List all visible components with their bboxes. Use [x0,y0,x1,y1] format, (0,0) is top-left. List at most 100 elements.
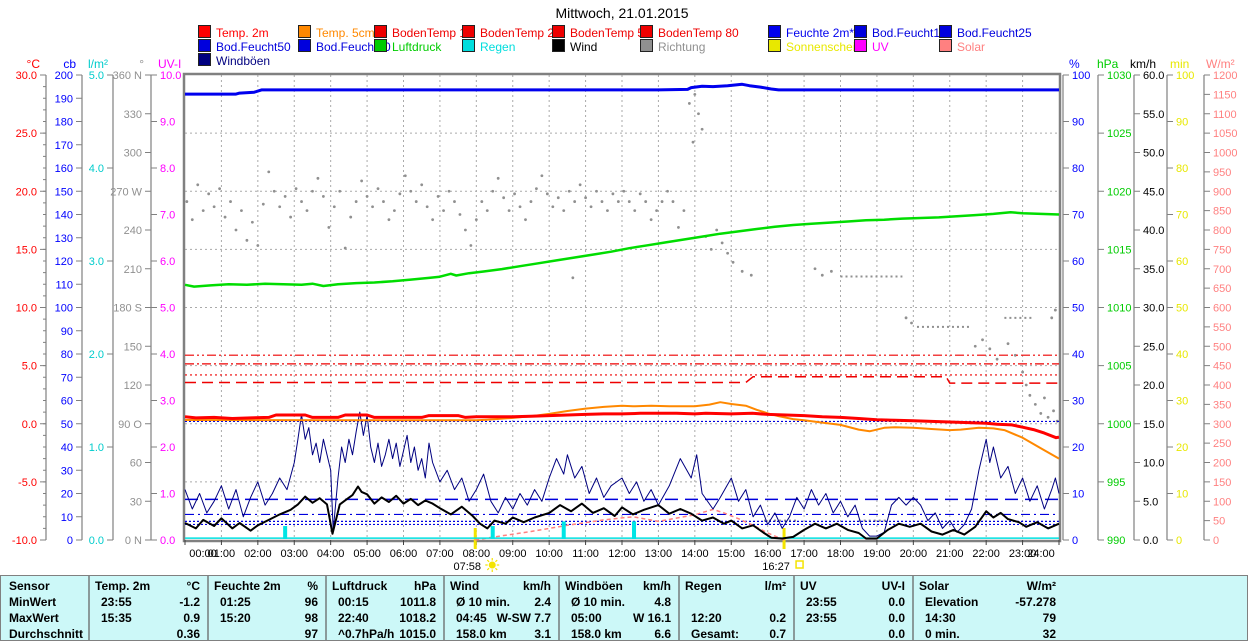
legend-label: Bod.Feucht50 [216,40,291,54]
table-value-time: 158.0 km [456,627,507,641]
table-value-time: 00:15 [338,595,369,609]
x-axis-label: 02:00 [244,548,272,560]
legend-label: Sonnenschein [786,40,863,54]
axis-tick-label-W/m²: 650 [1213,283,1231,295]
axis-tick-label-°: 330 [124,109,142,121]
axis-tick-label-UV-I: 1.0 [160,489,175,501]
table-value: 0.0 [888,611,905,625]
axis-tick-label-W/m²: 300 [1213,419,1231,431]
axis-tick-label-cb: 50 [61,419,73,431]
table-value: 0.2 [769,611,786,625]
legend-label: Temp. 5cm* [316,26,380,40]
legend-item-windb-en: Windböen [198,53,270,68]
series-temp-2m [184,411,1060,440]
series-luftdruck [184,210,1060,288]
axis-tick-label-km/h: 45.0 [1143,186,1164,198]
table-value: 4.8 [654,595,671,609]
axis-tick-label-°C: -10.0 [12,535,37,547]
axis-tick-label-min: 0 [1176,535,1182,547]
legend-item-bodentemp-80: BodenTemp 80 [640,25,739,40]
axis-tick-label-cb: 170 [55,140,73,152]
legend-label: Luftdruck [392,40,442,54]
table-col-header: Windböen [565,579,623,593]
axis-tick-label-cb: 90 [61,326,73,338]
series-windb-en [184,411,1060,537]
axis-tick-label-%: 50 [1072,303,1084,315]
table-value-time: 12:20 [691,611,722,625]
axis-tick-label-cb: 70 [61,372,73,384]
chart-plot: -10.0-5.00.05.010.015.020.025.030.0°C010… [12,57,1238,573]
legend-swatch [198,39,211,52]
axis-tick-label-W/m²: 1050 [1213,128,1237,140]
x-axis-label: 00:00 [189,548,217,560]
table-col-unit: UV-I [881,579,905,593]
axis-tick-label-W/m²: 700 [1213,264,1231,276]
legend-swatch [768,25,781,38]
axis-tick-label-hPa: 1000 [1107,419,1131,431]
table-separator [793,576,795,640]
table-value-time: 15:20 [220,611,251,625]
axis-tick-label-km/h: 20.0 [1143,380,1164,392]
table-col-unit: W/m² [1026,579,1056,593]
axis-header-°C: °C [27,57,41,71]
legend-label: Feuchte 2m* [786,26,855,40]
axis-tick-label-°: 30 [130,496,142,508]
legend-item-wind: Wind [552,39,597,54]
axis-tick-label-cb: 30 [61,465,73,477]
table-value-time: 05:00 [571,611,602,625]
legend-label: Regen [480,40,516,54]
series-feuchte-2m [185,82,1059,96]
x-axis-label: 12:00 [608,548,636,560]
axis-tick-label-min: 60 [1176,256,1188,268]
table-value: 0.36 [176,627,200,641]
table-value-time: 0 min. [925,627,960,641]
axis-tick-label-cb: 60 [61,396,73,408]
series-regen [283,521,637,539]
table-value-time: Gesamt: [691,627,740,641]
axis-tick-label-cb: 140 [55,210,73,222]
x-axis-label: 20:00 [900,548,928,560]
axis-header-UV-I: UV-I [158,57,181,71]
axis-tick-label-hPa: 1030 [1107,70,1131,82]
legend-item-bodentemp-25: BodenTemp 25 [462,25,561,40]
table-value: 0.9 [183,611,200,625]
x-axis-label: 05:00 [353,548,381,560]
x-axis-label: 09:00 [499,548,527,560]
axis-tick-label-°: 0 N [125,535,142,547]
axis-tick-label-l/m²: 0.0 [89,535,104,547]
axis-tick-label-°C: 25.0 [16,128,37,140]
table-value-time: 01:25 [220,595,251,609]
table-value: 96 [304,595,318,609]
series-solar [475,508,785,541]
table-row-label: MinWert [9,595,57,609]
legend-label: Bod.Feucht25 [957,26,1032,40]
axis-tick-label-cb: 160 [55,163,73,175]
table-row-label: MaxWert [9,611,59,625]
axis-tick-label-km/h: 50.0 [1143,148,1164,160]
axis-tick-label-%: 30 [1072,396,1084,408]
axis-tick-label-UV-I: 7.0 [160,210,175,222]
legend-label: Bod.Feucht80 [316,40,391,54]
axis-tick-label-°C: 15.0 [16,244,37,256]
axis-header-%: % [1069,57,1080,71]
legend-label: BodenTemp 80 [658,26,739,40]
axis-tick-label-min: 50 [1176,303,1188,315]
table-value: -57.278 [1015,595,1056,609]
table-value: 1011.8 [399,595,436,609]
table-value: 97 [304,627,318,641]
table-value-time: 22:40 [338,611,369,625]
table-separator [88,576,90,640]
x-axis-label: 01:00 [208,548,236,560]
axis-tick-label-°C: -5.0 [18,477,37,489]
axis-tick-label-km/h: 30.0 [1143,303,1164,315]
axis-tick-label-W/m²: 800 [1213,225,1231,237]
table-value-time: 23:55 [101,595,132,609]
legend-item-bod-feucht25: Bod.Feucht25 [939,25,1032,40]
axis-tick-label-°: 240 [124,225,142,237]
axis-header-l/m²: l/m² [88,57,108,71]
table-value-time: ^0.7hPa/h [338,627,395,641]
axis-tick-label-%: 0 [1072,535,1078,547]
axis-tick-label-l/m²: 3.0 [89,256,104,268]
table-col-unit: °C [186,579,200,593]
table-value-time: 15:35 [101,611,132,625]
